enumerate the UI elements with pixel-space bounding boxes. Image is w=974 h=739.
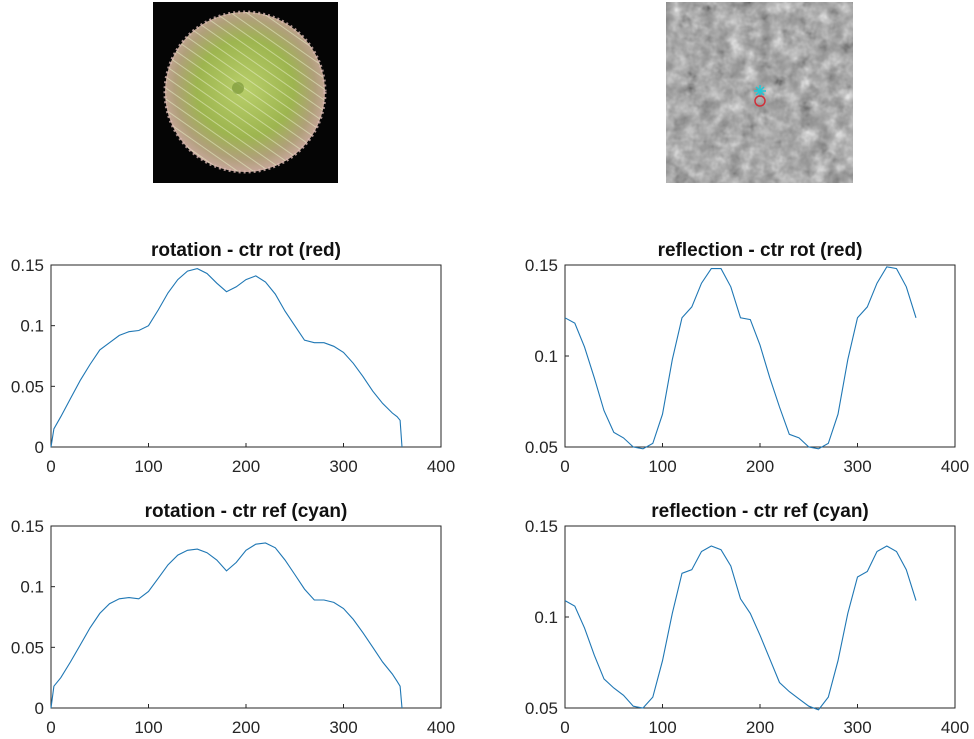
x-tick-label: 400 [941,718,969,737]
chart-title: rotation - ctr ref (cyan) [145,501,348,522]
chart-panel-4: reflection - ctr ref (cyan) 0 100 200 300 400… [525,501,969,737]
y-tick-label: 0 [35,699,44,718]
x-tick-label: 200 [232,718,260,737]
x-tick-label: 400 [427,457,455,476]
x-tick-label: 100 [134,718,162,737]
cyan-asterisk-marker [754,85,766,97]
red-circle-marker [754,95,766,107]
x-tick-label: 100 [648,718,676,737]
x-tick-label: 300 [329,718,357,737]
y-tick-label: 0.15 [11,517,44,536]
axes-box [564,264,956,448]
x-tick-label: 400 [941,457,969,476]
y-tick-label: 0 [35,438,44,457]
x-tick-label: 200 [746,457,774,476]
x-tick-label: 0 [46,718,55,737]
chart-panel-1: rotation - ctr rot (red) 0 100 200 300 400 0 0.… [11,240,455,476]
x-tick-label: 300 [329,457,357,476]
y-tick-label: 0.05 [525,699,558,718]
axes-box [50,264,442,448]
x-tick-label: 0 [46,457,55,476]
y-tick-label: 0.05 [11,638,44,657]
data-series-line [564,266,917,450]
y-tick-label: 0.15 [525,517,558,536]
y-tick-label: 0.1 [534,347,558,366]
axes-box [50,525,442,709]
x-tick-label: 200 [746,718,774,737]
y-tick-label: 0.1 [534,608,558,627]
x-tick-label: 100 [134,457,162,476]
data-series-line [50,268,403,448]
grayscale-closeup-image [666,2,853,183]
x-tick-label: 200 [232,457,260,476]
x-tick-label: 100 [648,457,676,476]
chart-panel-2: reflection - ctr rot (red) 0 100 200 300 400 0… [525,240,969,476]
chart-title: reflection - ctr rot (red) [658,240,863,261]
y-tick-label: 0.15 [11,256,44,275]
x-tick-label: 400 [427,718,455,737]
chart-title: rotation - ctr rot (red) [151,240,341,261]
urchin-photo [153,2,338,183]
chart-panel-3: rotation - ctr ref (cyan) 0 100 200 300 400 0 0… [11,501,455,737]
y-tick-label: 0.1 [20,317,44,336]
axes-box [564,525,956,709]
x-tick-label: 300 [843,457,871,476]
data-series-line [564,545,917,711]
chart-title: reflection - ctr ref (cyan) [651,501,869,522]
x-tick-label: 0 [560,457,569,476]
y-tick-label: 0.15 [525,256,558,275]
y-tick-label: 0.05 [525,438,558,457]
y-tick-label: 0.05 [11,377,44,396]
x-tick-label: 300 [843,718,871,737]
x-tick-label: 0 [560,718,569,737]
data-series-line [50,542,403,709]
y-tick-label: 0.1 [20,578,44,597]
